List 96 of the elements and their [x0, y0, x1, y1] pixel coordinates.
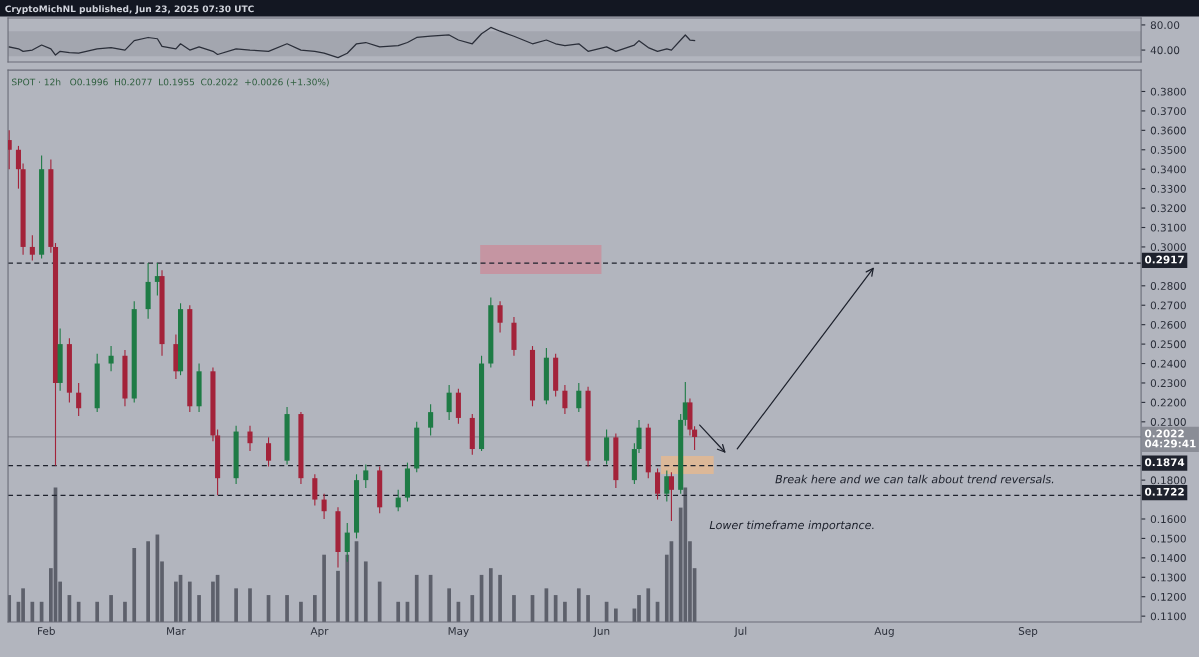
candlestick [321, 493, 327, 520]
x-tick-label: Aug [874, 627, 894, 637]
candlestick [428, 403, 434, 436]
bar [488, 568, 493, 622]
x-tick-label: Mar [167, 627, 186, 635]
y-tick-label: 0.2500 [1150, 340, 1186, 349]
candlestick [664, 469, 670, 503]
bar [132, 547, 137, 622]
bar [614, 608, 618, 622]
y-tick-label: 0.1800 [1150, 476, 1186, 485]
annotation: Lower timeframe importance. [709, 520, 874, 532]
candlestick [668, 471, 674, 522]
bar [563, 601, 567, 622]
candlestick [8, 129, 12, 170]
bar [123, 601, 127, 622]
candlestick [446, 384, 452, 421]
ref-line-label: 0.1874 [1144, 458, 1185, 467]
text: SPOT · 12h O0.1996 H0.2077 L0.1955 C0.2022 +0.0026 (+1.30%) [12, 78, 329, 87]
y-tick-label: 0.1600 [1150, 515, 1186, 524]
y-tick-label: 0.1400 [1150, 554, 1186, 562]
bar [414, 574, 419, 622]
y-tick-label: 0.3700 [1150, 107, 1186, 116]
bar [576, 588, 581, 622]
bar [30, 601, 35, 622]
bar [146, 541, 150, 622]
y-tick-label: 0.3400 [1150, 165, 1186, 174]
bar [312, 595, 317, 622]
candlestick [29, 234, 35, 262]
ref-line-label: 0.2022 04:29:41 [1144, 429, 1196, 448]
y-tick-label: 0.2600 [1150, 320, 1186, 329]
ref-line-label: 0.2917 [1144, 255, 1184, 264]
bar [109, 595, 113, 622]
candlestick [108, 345, 114, 372]
x-tick-label: Jun [593, 627, 610, 637]
x-tick-label: Jul [734, 626, 747, 637]
bar [248, 588, 252, 622]
candlestick [247, 425, 253, 452]
candlestick [497, 300, 503, 333]
y-tick-label: 0.2800 [1150, 282, 1186, 290]
y-tick-label: 0.2100 [1150, 418, 1186, 426]
bar [197, 595, 201, 622]
y-tick-label: 0.1200 [1150, 592, 1186, 601]
bar [363, 561, 368, 622]
candlestick [604, 429, 610, 466]
candlestick [312, 473, 318, 506]
y-tick-label: 0.2300 [1150, 379, 1186, 388]
bar [586, 595, 590, 622]
x-tick-label: Feb [38, 626, 55, 635]
bar [95, 601, 100, 622]
y-tick-label: 0.3500 [1150, 146, 1186, 154]
bar [470, 595, 475, 622]
candlestick [395, 489, 401, 512]
bar [447, 588, 451, 622]
bar [637, 595, 641, 622]
bar [377, 581, 382, 622]
y-tick-label: 0.3000 [1150, 243, 1186, 252]
ref-line-label: 0.1722 [1144, 487, 1184, 496]
x-tick-label: Apr [310, 627, 329, 637]
candlestick [265, 436, 272, 468]
bar [76, 601, 81, 622]
bar [322, 554, 326, 622]
bar [646, 588, 651, 622]
bar [498, 574, 502, 622]
bar [683, 487, 688, 622]
candlestick [654, 467, 661, 501]
y-tick-label: 0.1100 [1150, 612, 1186, 621]
y-tick-label: 40.00 [1150, 46, 1180, 55]
y-tick-label: 80.00 [1150, 21, 1180, 30]
candlestick [576, 382, 582, 413]
y-tick-label: 0.2700 [1150, 301, 1186, 310]
x-tick-label: Sep [1018, 627, 1038, 637]
y-tick-label: 0.3600 [1150, 126, 1186, 135]
bar [234, 588, 238, 622]
y-tick-label: 0.2200 [1150, 398, 1186, 407]
y-tick-label: 0.3800 [1150, 87, 1186, 96]
bar [512, 595, 516, 622]
y-tick-label: 0.3100 [1150, 223, 1186, 232]
candlestick [562, 384, 568, 415]
y-tick-label: 0.2400 [1150, 359, 1186, 368]
candlestick [76, 382, 82, 417]
x-tick-label: May [448, 627, 469, 637]
line-series [8, 26, 696, 59]
y-tick-label: 0.1500 [1150, 534, 1186, 543]
y-tick-label: 0.1300 [1150, 573, 1186, 582]
text: CryptoMichNL published, Jun 23, 2025 07:30 UTC [5, 5, 254, 15]
y-tick-label: 0.3200 [1150, 204, 1186, 213]
candlestick [363, 464, 369, 489]
y-tick-label: 0.3300 [1150, 184, 1186, 193]
annotation: Break here and we can talk about trend reversals. [775, 474, 1054, 484]
bar [21, 588, 25, 622]
bar [285, 595, 289, 622]
bar [336, 570, 340, 622]
bar [396, 601, 401, 622]
bar [299, 601, 303, 622]
bar [187, 581, 192, 622]
bar [553, 595, 558, 622]
